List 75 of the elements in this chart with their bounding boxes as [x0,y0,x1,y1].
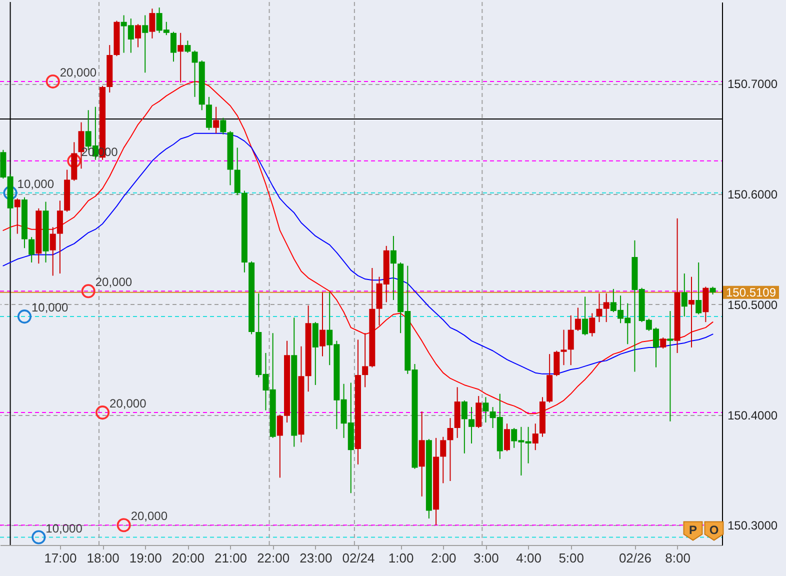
y-tick-label: 150.7000 [728,77,778,92]
candlestick [14,198,20,234]
candlestick [532,423,538,451]
x-tick-label: 02/26 [618,550,652,566]
annotation: 20,000 [60,65,97,80]
point [17,310,32,324]
annotation: 10,000 [46,521,83,536]
annotation: 20,000 [110,396,147,411]
x-tick-label: 2:00 [430,550,456,566]
y-tick-label: 150.3000 [728,518,778,533]
candlestick [554,350,560,377]
candlestick [574,307,581,332]
line-series [2,80,714,414]
candlestick [184,40,191,54]
x-tick-label: 19:00 [129,550,162,566]
candlestick [320,292,326,357]
candlestick [56,200,63,274]
candlestick [213,106,220,134]
x-tick-label: 3:00 [474,550,499,566]
candlestick [206,96,212,131]
annotation: P [688,523,698,537]
point [96,406,110,420]
y-tick-label: 150.5000 [728,298,778,312]
point [81,284,96,298]
candlestick [603,292,610,323]
candlestick [681,273,688,318]
candlestick [362,332,368,388]
candlestick [568,314,574,366]
candlestick [276,414,283,478]
x-tick-label: 20:00 [172,550,204,566]
annotation: 20,000 [130,509,168,524]
candlestick [440,436,446,484]
candlestick [234,147,240,196]
candlestick [688,276,694,348]
candlestick [696,262,702,315]
candlestick [170,31,176,62]
candlestick [468,406,475,444]
candlestick [667,310,674,422]
x-tick-label: 1:00 [388,550,414,566]
y-tick-label: 150.6000 [728,188,778,202]
point [116,518,131,532]
y-tick-label: 150.4000 [728,408,778,422]
candlestick [142,14,148,74]
x-tick-label: 02/24 [342,550,375,566]
candlestick [149,8,156,39]
x-tick-label: 22:00 [257,550,290,566]
candlestick [582,296,588,336]
x-tick-label: 18:00 [86,550,120,566]
ref-line-label: 150.5109 [726,285,776,300]
candlestick [589,312,596,337]
x-tick-label: 17:00 [44,550,77,566]
x-tick-label: 8:00 [665,550,690,566]
annotation: 10,000 [31,300,69,315]
candlestick [220,117,226,135]
candlestick [660,337,666,350]
candlestick [482,396,489,423]
x-tick-label: 23:00 [300,550,332,566]
candlestick [596,292,602,323]
x-tick-label: 4:00 [516,550,542,566]
x-tick-label: 21:00 [214,550,248,566]
candlestick [504,423,510,452]
x-tick-label: 5:00 [558,550,584,566]
candlestick [50,226,56,276]
annotation: O [709,523,719,537]
candlestick [447,418,454,482]
candlestick [560,329,567,366]
point [46,74,60,88]
annotation: 10,000 [17,176,54,191]
candlestick [135,24,142,48]
candlestick [28,236,35,263]
candlestick [390,235,396,300]
candlestick [461,400,468,454]
point [32,530,46,544]
candlestick [178,32,184,84]
annotation: 20,000 [95,275,132,290]
